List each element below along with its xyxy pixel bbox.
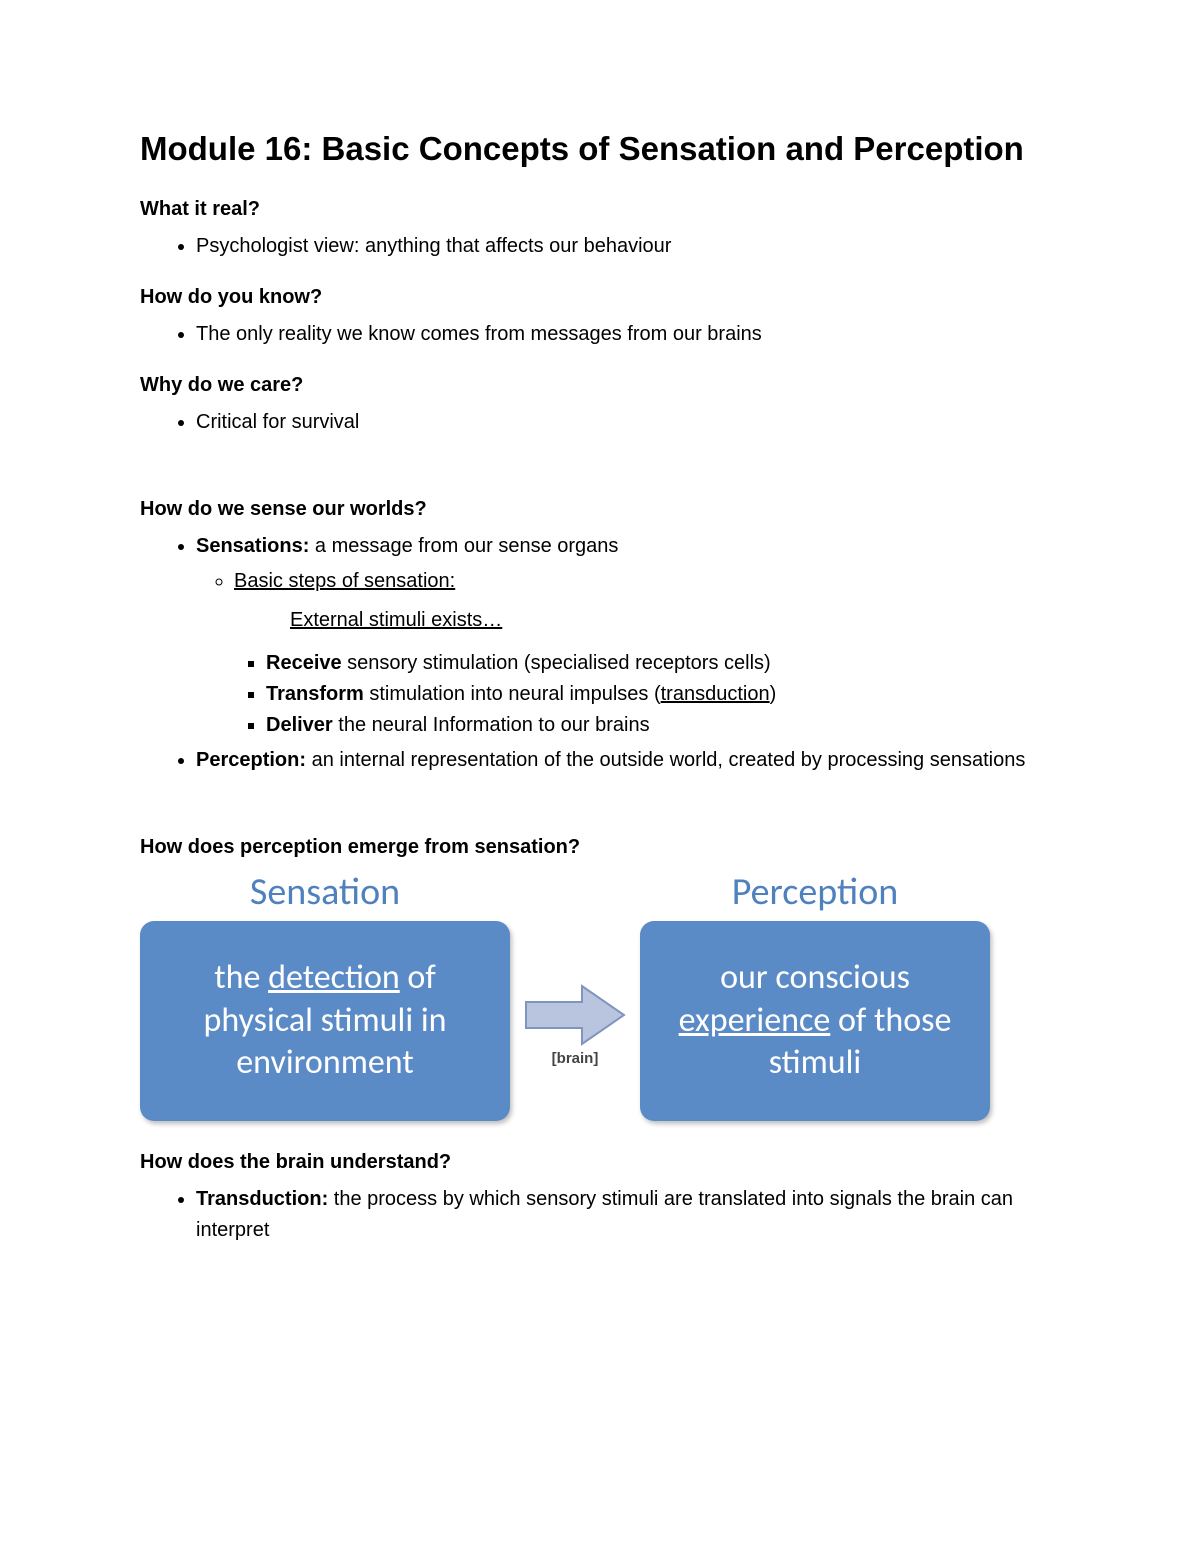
section-heading-2: How do you know? (140, 286, 1060, 309)
external-stimuli-note: External stimuli exists… (290, 605, 1060, 636)
diagram-right-column: Perception our conscious experience of t… (640, 869, 990, 1121)
step-text: stimulation into neural impulses ( (364, 683, 661, 705)
document-page: Module 16: Basic Concepts of Sensation a… (0, 0, 1200, 1553)
step-text: ) (770, 683, 777, 705)
list-item: Psychologist view: anything that affects… (196, 231, 1060, 262)
term-sensations-def: a message from our sense organs (309, 535, 618, 557)
section-heading-1: What it real? (140, 198, 1060, 221)
card-text: the (214, 957, 268, 998)
list-item: Critical for survival (196, 407, 1060, 438)
list-item: Deliver the neural Information to our br… (266, 710, 1060, 741)
card-underline: detection (268, 957, 400, 998)
term-perception: Perception: (196, 749, 306, 771)
bullet-list: Psychologist view: anything that affects… (140, 231, 1060, 262)
bullet-list-steps: Receive sensory stimulation (specialised… (196, 648, 1060, 741)
step-bold: Transform (266, 683, 364, 705)
step-text: sensory stimulation (specialised recepto… (342, 652, 771, 674)
term-perception-def: an internal representation of the outsid… (306, 749, 1025, 771)
step-text: the neural Information to our brains (333, 714, 650, 736)
list-item: Perception: an internal representation o… (196, 745, 1060, 776)
list-item: Transform stimulation into neural impuls… (266, 679, 1060, 710)
section-heading-6: How does the brain understand? (140, 1151, 1060, 1174)
list-item: Sensations: a message from our sense org… (196, 531, 1060, 741)
list-item: Basic steps of sensation: (234, 566, 1060, 597)
diagram-card-sensation: the detection of physical stimuli in env… (140, 921, 510, 1121)
step-underline: transduction (661, 683, 770, 705)
term-sensations: Sensations: (196, 535, 309, 557)
diagram-card-perception: our conscious experience of those stimul… (640, 921, 990, 1121)
diagram-left-column: Sensation the detection of physical stim… (140, 869, 510, 1121)
diagram-arrow: [brain] (520, 980, 630, 1067)
arrow-right-icon (520, 980, 630, 1050)
list-item: Receive sensory stimulation (specialised… (266, 648, 1060, 679)
list-item: Transduction: the process by which senso… (196, 1184, 1060, 1246)
bullet-list: Transduction: the process by which senso… (140, 1184, 1060, 1246)
sensation-perception-diagram: Sensation the detection of physical stim… (140, 869, 1060, 1121)
arrow-label: [brain] (552, 1050, 599, 1067)
diagram-header-sensation: Sensation (250, 869, 400, 915)
card-text: our conscious (720, 957, 910, 998)
page-title: Module 16: Basic Concepts of Sensation a… (140, 130, 1060, 168)
bullet-list-nested: Basic steps of sensation: (196, 566, 1060, 597)
bullet-list: Sensations: a message from our sense org… (140, 531, 1060, 776)
term-transduction: Transduction: (196, 1188, 328, 1210)
list-item: The only reality we know comes from mess… (196, 319, 1060, 350)
bullet-list: Critical for survival (140, 407, 1060, 438)
basic-steps-label: Basic steps of sensation: (234, 570, 455, 592)
step-bold: Receive (266, 652, 342, 674)
section-heading-3: Why do we care? (140, 374, 1060, 397)
section-heading-4: How do we sense our worlds? (140, 498, 1060, 521)
bullet-list: The only reality we know comes from mess… (140, 319, 1060, 350)
step-bold: Deliver (266, 714, 333, 736)
card-underline: experience (679, 1000, 831, 1041)
section-heading-5: How does perception emerge from sensatio… (140, 836, 1060, 859)
diagram-header-perception: Perception (732, 869, 898, 915)
